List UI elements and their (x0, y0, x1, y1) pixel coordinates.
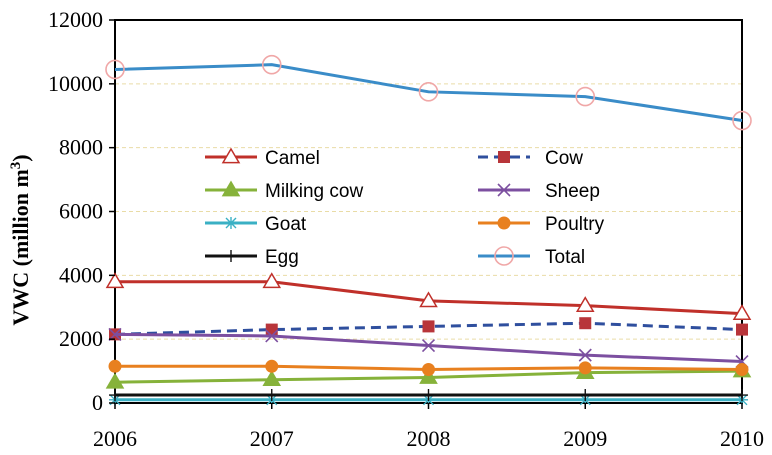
data-point (108, 327, 122, 341)
series-cow (109, 317, 748, 341)
data-point (497, 216, 511, 230)
data-point (105, 372, 125, 389)
data-point (422, 320, 435, 333)
data-point (575, 86, 596, 107)
data-point (261, 54, 282, 75)
x-tick-label: 2007 (250, 426, 294, 451)
data-point (225, 217, 237, 229)
series-egg (109, 389, 748, 402)
legend-item: Milking cow (205, 180, 363, 202)
legend-label: Total (545, 247, 585, 268)
series-total (105, 54, 752, 131)
y-tick-label: 6000 (59, 199, 103, 224)
data-point (265, 389, 278, 402)
legend-item: Sheep (478, 181, 600, 202)
data-point (579, 389, 592, 402)
x-tick-label: 2010 (720, 426, 764, 451)
x-tick-label: 2008 (407, 426, 451, 451)
data-point (421, 338, 436, 353)
data-point (265, 323, 278, 336)
legend-item: Total (478, 246, 585, 268)
legend-item: Camel (205, 147, 320, 169)
x-tick-labels: 2006 2007 2008 2009 2010 (93, 403, 764, 451)
data-point (109, 389, 121, 402)
y-axis-label-close: ) (8, 154, 33, 161)
data-point (108, 359, 122, 373)
data-point (105, 59, 125, 80)
legend-label: Camel (265, 148, 320, 169)
legend-item: Cow (478, 148, 583, 169)
legend-label: Poultry (545, 214, 605, 235)
y-tick-labels: 0 2000 4000 6000 8000 10000 12000 (48, 7, 115, 415)
series-line (114, 332, 743, 364)
data-point (105, 272, 125, 289)
series-sheep (108, 327, 749, 369)
legend-label: Egg (265, 247, 299, 268)
data-point (422, 362, 435, 376)
x-tick-label: 2006 (93, 426, 137, 451)
data-point (221, 147, 241, 164)
x-tick-label: 2009 (563, 426, 607, 451)
data-point (578, 348, 592, 362)
legend-label: Cow (545, 148, 583, 169)
series-poultry (108, 359, 749, 376)
data-point (732, 110, 752, 131)
data-point (735, 362, 749, 376)
legend-label: Milking cow (265, 181, 363, 202)
y-tick-label: 2000 (59, 326, 103, 351)
y-axis-label: VWC (million m3) (8, 154, 33, 325)
legend-item: Poultry (478, 214, 605, 235)
data-point (419, 291, 438, 308)
data-point (732, 304, 752, 320)
y-tick-label: 4000 (59, 262, 103, 287)
legend-label: Sheep (545, 181, 600, 202)
y-tick-label: 8000 (59, 135, 103, 160)
y-axis-label-superscript: 3 (8, 162, 24, 170)
data-point (494, 246, 514, 266)
data-point (498, 151, 510, 163)
data-point (265, 329, 279, 343)
data-point (419, 367, 438, 384)
legend: Camel Cow Milking cow Sheep Goat Poultry Egg To… (205, 147, 605, 268)
data-point (736, 389, 748, 402)
data-point (262, 272, 282, 289)
data-point (418, 82, 439, 102)
data-point (265, 359, 279, 373)
data-point (497, 183, 511, 197)
data-point (578, 361, 592, 375)
legend-label: Goat (265, 214, 307, 235)
data-point (225, 250, 237, 262)
data-point (422, 389, 435, 402)
data-point (736, 323, 748, 336)
y-tick-label: 12000 (48, 7, 103, 32)
y-tick-label: 10000 (48, 71, 103, 96)
series-line (114, 63, 743, 123)
series-camel (105, 272, 752, 320)
legend-item: Goat (205, 214, 307, 235)
data-point (579, 317, 592, 330)
data-point (575, 296, 595, 313)
y-tick-label: 0 (92, 390, 103, 415)
data-point (221, 180, 241, 197)
legend-item: Egg (205, 247, 299, 268)
series-group (105, 54, 752, 406)
data-point (262, 370, 282, 387)
